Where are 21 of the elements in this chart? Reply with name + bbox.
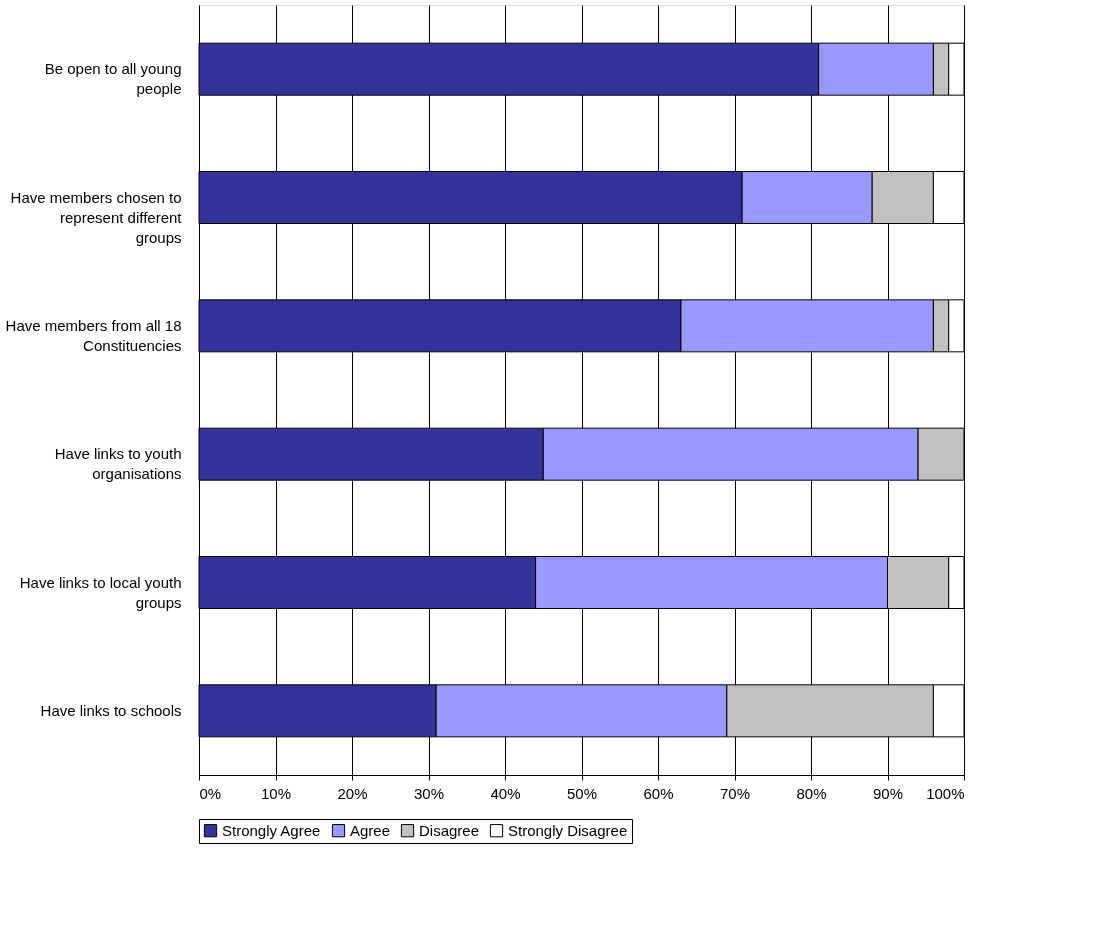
x-tick-label: 90% [872,784,904,802]
x-tick-label: 80% [796,784,827,802]
x-tick-label: 100% [926,784,965,802]
legend-label: Strongly Disagree [508,821,628,839]
legend-label: Strongly Agree [222,821,321,839]
x-tick-label: 30% [413,784,445,802]
x-tick-label: 0% [199,784,222,802]
x-tick-label: 40% [490,784,521,802]
y-tick-label: Have members from all 18 Constituencies [5,316,182,354]
y-tick-label: Have members chosen to represent different groups [10,188,183,246]
legend-label: Disagree [419,821,480,839]
y-tick-label: Have links to schools [40,701,182,719]
x-tick-label: 10% [260,784,292,802]
y-tick-label: Have links to youth organisations [54,445,182,483]
x-tick-label: 60% [643,784,674,802]
x-tick-label: 70% [719,784,751,802]
x-tick-label: 50% [566,784,598,802]
x-tick-label: 20% [337,784,368,802]
y-tick-label: Have links to local youth groups [19,573,182,611]
legend-label: Agree [350,821,391,839]
y-tick-label: Be open to all young people [44,60,182,98]
